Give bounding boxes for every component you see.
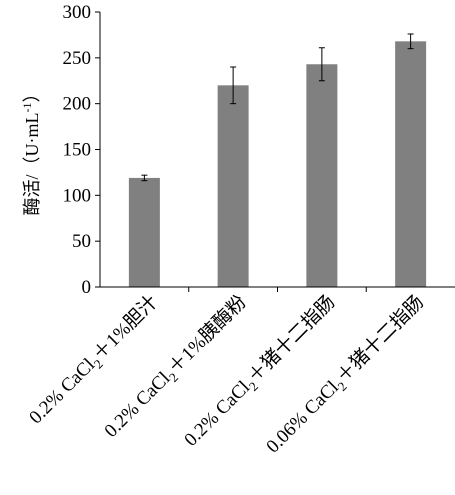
y-axis-label: 酶活/（U·mL-1） [20,85,42,216]
x-category-label-2: 0.2% CaCl2＋1%胰酶粉 [100,291,253,444]
y-tick-label-150: 150 [63,140,92,161]
y-tick-label-250: 250 [63,48,92,69]
x-category-label-3: 0.2% CaCl2＋猪十二指肠 [180,291,342,453]
y-tick-label-300: 300 [63,2,92,23]
bars-group [128,41,427,288]
axes-group [95,11,455,292]
bar-2 [217,85,249,287]
error-bars-group [141,33,414,182]
bar-3 [306,64,338,287]
y-tick-label-200: 200 [63,94,92,115]
y-tick-label-100: 100 [63,185,92,206]
bar-4 [395,41,427,288]
bar-1 [128,177,160,287]
y-tick-labels: 0 50 100 150 200 250 300 [63,2,92,298]
y-tick-label-50: 50 [72,231,91,252]
x-category-label-4: 0.06% CaCl2＋猪十二指肠 [262,291,431,460]
y-tick-label-0: 0 [82,277,92,298]
